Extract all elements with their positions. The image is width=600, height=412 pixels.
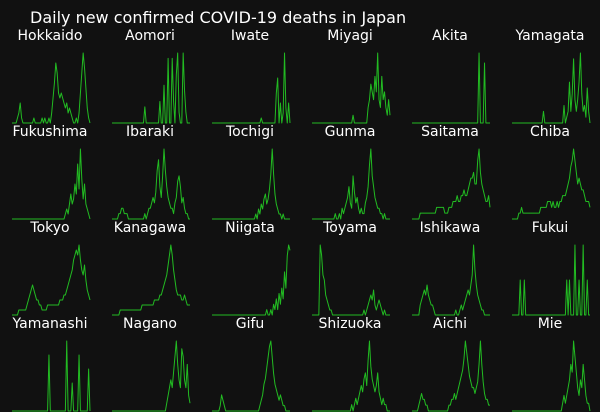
panel-gifu: Gifu (200, 316, 300, 412)
series-line-niigata (212, 244, 291, 316)
panel-plot (12, 244, 91, 316)
series-line-shizuoka (312, 340, 390, 412)
panel-tokyo: Tokyo (0, 220, 100, 316)
panel-label: Yamagata (515, 28, 585, 44)
panel-label: Ishikawa (419, 220, 481, 236)
panel-aomori: Aomori (100, 28, 200, 124)
panel-label: Niigata (225, 220, 275, 236)
panel-hokkaido: Hokkaido (0, 28, 100, 124)
chart-title: Daily new confirmed COVID-19 deaths in J… (30, 8, 407, 27)
series-line-nagano (112, 340, 191, 412)
panel-label: Iwate (230, 28, 270, 44)
series-line-saitama (412, 148, 491, 220)
panel-plot (212, 52, 291, 124)
panel-label: Yamanashi (12, 316, 88, 332)
panel-plot (412, 244, 490, 316)
series-line-hokkaido (12, 52, 91, 124)
panel-plot (12, 340, 91, 412)
panel-label: Saitama (421, 124, 479, 140)
series-line-chiba (512, 148, 591, 220)
series-line-ishikawa (412, 244, 490, 316)
panel-plot (512, 340, 591, 412)
panel-saitama: Saitama (400, 124, 500, 220)
panel-mie: Mie (500, 316, 600, 412)
panel-plot (12, 148, 91, 220)
panel-label: Gunma (324, 124, 376, 140)
series-line-iwate (212, 52, 291, 124)
series-line-gifu (212, 340, 290, 412)
series-line-yamanashi (12, 340, 91, 412)
panel-plot (312, 244, 390, 316)
series-line-tokyo (12, 244, 91, 316)
panel-plot (112, 340, 191, 412)
panel-yamanashi: Yamanashi (0, 316, 100, 412)
panel-label: Tokyo (30, 220, 70, 236)
series-line-akita (412, 52, 490, 124)
panel-label: Akita (432, 28, 468, 44)
series-line-ibaraki (112, 148, 190, 220)
panel-plot (512, 148, 591, 220)
panel-miyagi: Miyagi (300, 28, 400, 124)
series-line-yamagata (512, 52, 591, 124)
panel-label: Chiba (529, 124, 570, 140)
series-line-aomori (112, 52, 190, 124)
panel-chiba: Chiba (500, 124, 600, 220)
panel-ibaraki: Ibaraki (100, 124, 200, 220)
series-line-aichi (412, 340, 490, 412)
small-multiples-grid: Hokkaido Aomori Iwate Miyagi Akita Yamagata Fu… (0, 28, 600, 412)
panel-label: Mie (537, 316, 563, 332)
panel-plot (12, 52, 91, 124)
panel-yamagata: Yamagata (500, 28, 600, 124)
series-line-toyama (312, 244, 390, 316)
panel-label: Nagano (123, 316, 177, 332)
panel-ishikawa: Ishikawa (400, 220, 500, 316)
panel-niigata: Niigata (200, 220, 300, 316)
panel-shizuoka: Shizuoka (300, 316, 400, 412)
panel-label: Kanagawa (113, 220, 187, 236)
panel-plot (512, 244, 590, 316)
panel-label: Miyagi (327, 28, 373, 44)
panel-plot (312, 52, 391, 124)
series-line-gunma (312, 148, 390, 220)
panel-plot (212, 148, 290, 220)
series-line-fukushima (12, 148, 91, 220)
series-line-kanagawa (112, 244, 190, 316)
panel-label: Toyama (323, 220, 377, 236)
panel-tochigi: Tochigi (200, 124, 300, 220)
panel-plot (212, 340, 290, 412)
panel-label: Hokkaido (17, 28, 83, 44)
panel-toyama: Toyama (300, 220, 400, 316)
series-line-tochigi (212, 148, 290, 220)
panel-plot (412, 340, 490, 412)
panel-plot (512, 52, 591, 124)
series-line-fukui (512, 244, 590, 316)
panel-plot (412, 148, 491, 220)
panel-iwate: Iwate (200, 28, 300, 124)
panel-plot (312, 340, 390, 412)
panel-plot (312, 148, 390, 220)
panel-fukui: Fukui (500, 220, 600, 316)
series-line-miyagi (312, 52, 391, 124)
panel-gunma: Gunma (300, 124, 400, 220)
panel-fukushima: Fukushima (0, 124, 100, 220)
panel-akita: Akita (400, 28, 500, 124)
panel-plot (112, 148, 190, 220)
panel-aichi: Aichi (400, 316, 500, 412)
panel-label: Fukui (531, 220, 569, 236)
panel-label: Aomori (125, 28, 175, 44)
panel-plot (112, 52, 190, 124)
panel-plot (112, 244, 190, 316)
panel-label: Aichi (433, 316, 467, 332)
panel-label: Ibaraki (126, 124, 174, 140)
panel-label: Gifu (235, 316, 265, 332)
panel-kanagawa: Kanagawa (100, 220, 200, 316)
series-line-mie (512, 340, 591, 412)
panel-plot (212, 244, 291, 316)
panel-nagano: Nagano (100, 316, 200, 412)
panel-label: Tochigi (226, 124, 274, 140)
panel-plot (412, 52, 490, 124)
panel-label: Fukushima (12, 124, 88, 140)
panel-label: Shizuoka (318, 316, 382, 332)
